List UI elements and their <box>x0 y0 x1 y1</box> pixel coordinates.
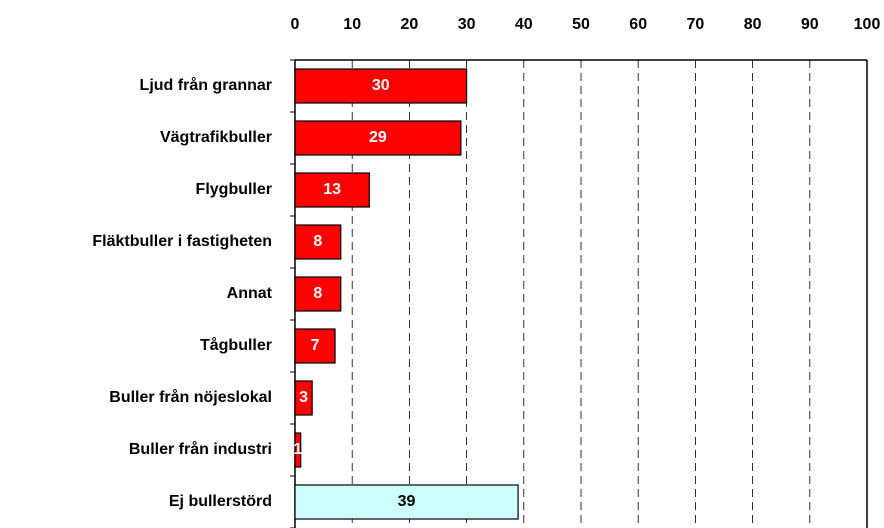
y-tick-label: Buller från industri <box>129 440 272 458</box>
y-tick-label: Buller från nöjeslokal <box>109 388 272 406</box>
bar <box>294 484 519 520</box>
value-label: 8 <box>313 285 322 302</box>
bar <box>294 432 302 468</box>
x-tick-label: 50 <box>572 16 590 33</box>
y-tick-label: Ej bullerstörd <box>169 493 272 510</box>
bar <box>294 328 336 364</box>
x-tick-label: 90 <box>801 16 819 33</box>
x-tick-label: 100 <box>854 16 881 33</box>
x-tick-label: 80 <box>744 16 762 33</box>
bar <box>294 68 468 104</box>
x-tick-label: 30 <box>458 16 476 33</box>
x-tick-label: 10 <box>343 16 361 33</box>
x-tick-label: 60 <box>629 16 647 33</box>
value-label: 39 <box>398 493 416 510</box>
y-tick-label: Ljud från grannar <box>140 76 272 94</box>
x-tick-label: 20 <box>401 16 419 33</box>
y-tick-label: Tågbuller <box>200 336 272 354</box>
value-label: 7 <box>311 337 320 354</box>
value-label: 30 <box>372 77 390 94</box>
y-tick-label: Flygbuller <box>196 181 272 198</box>
bar <box>294 120 462 156</box>
x-tick-label: 40 <box>515 16 533 33</box>
y-tick-label: Fläktbuller i fastigheten <box>92 233 272 250</box>
value-label: 8 <box>313 233 322 250</box>
y-tick-label: Annat <box>227 285 273 302</box>
value-label: 3 <box>299 389 308 406</box>
x-tick-label: 70 <box>687 16 705 33</box>
bar <box>294 380 313 416</box>
bar <box>294 276 342 312</box>
y-tick-label: Vägtrafikbuller <box>160 129 272 146</box>
bar <box>294 224 342 260</box>
value-label: 29 <box>369 129 387 146</box>
x-tick-label: 0 <box>291 16 300 33</box>
value-label: 13 <box>323 181 341 198</box>
bar <box>294 172 370 208</box>
value-label: 1 <box>293 441 302 458</box>
